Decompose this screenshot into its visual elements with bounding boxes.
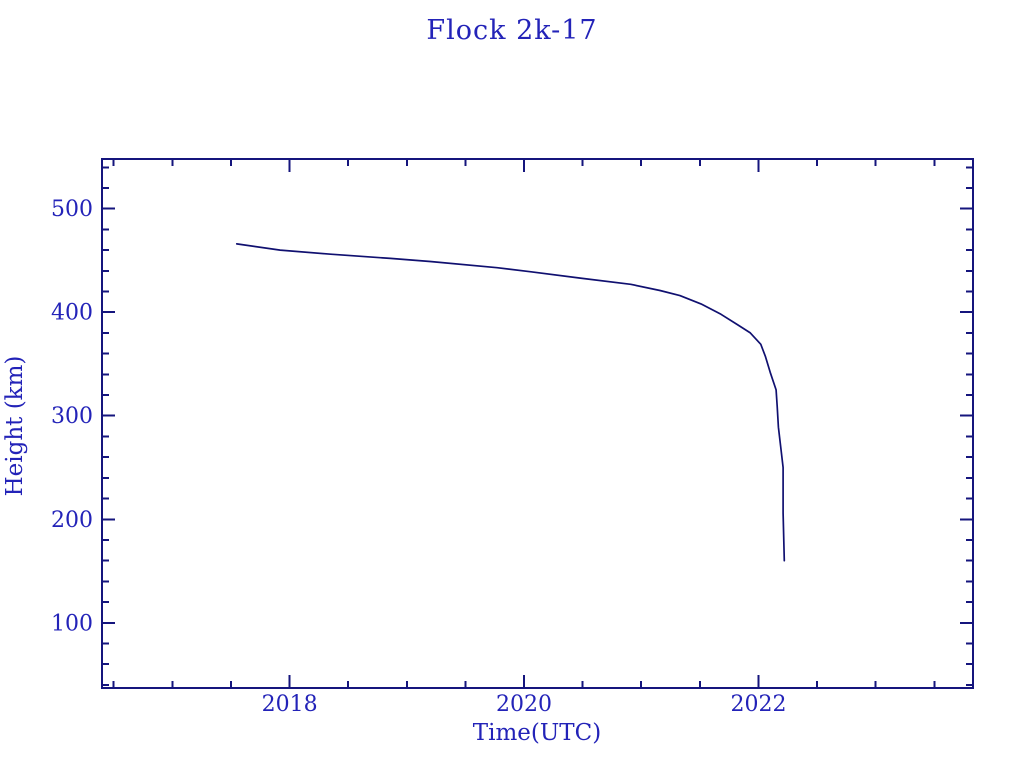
axis-ticks [102,159,973,688]
y-tick-label: 100 [51,611,93,636]
x-tick-label: 2022 [731,692,787,717]
x-tick-label: 2020 [496,692,552,717]
x-axis-title: Time(UTC) [473,720,601,746]
x-tick-labels: 2018 2020 2022 [262,692,787,717]
plot-layer: 2018 2020 2022 100 200 300 400 500 [51,158,974,717]
y-tick-label: 200 [51,508,93,533]
y-tick-label: 500 [51,197,93,222]
x-tick-label: 2018 [262,692,318,717]
data-line [235,243,786,562]
y-tick-label: 300 [51,404,93,429]
axis-box [101,158,974,689]
y-axis-title: Height (km) [2,356,28,497]
y-tick-label: 400 [51,301,93,326]
y-tick-labels: 100 200 300 400 500 [51,197,93,636]
chart-title: Flock 2k-17 [426,15,597,46]
